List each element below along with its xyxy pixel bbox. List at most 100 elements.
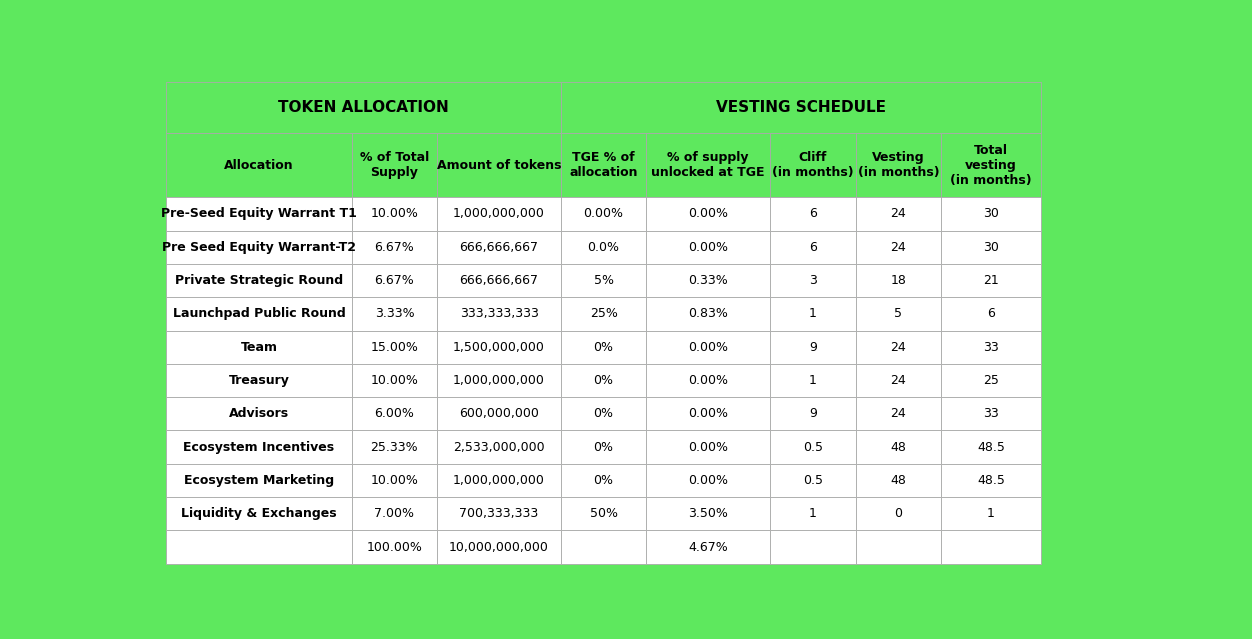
Text: 0.00%: 0.00% xyxy=(689,208,729,220)
Bar xyxy=(855,134,942,197)
Text: 33: 33 xyxy=(983,341,999,353)
Bar xyxy=(561,397,646,431)
Bar xyxy=(942,497,1040,530)
Bar xyxy=(942,431,1040,464)
Text: 3: 3 xyxy=(809,274,816,287)
Bar xyxy=(942,530,1040,564)
Bar xyxy=(561,364,646,397)
Bar xyxy=(352,364,437,397)
Bar xyxy=(942,264,1040,297)
Text: 333,333,333: 333,333,333 xyxy=(459,307,538,320)
Bar xyxy=(167,330,352,364)
Text: 24: 24 xyxy=(890,341,906,353)
Text: 666,666,667: 666,666,667 xyxy=(459,274,538,287)
Text: Advisors: Advisors xyxy=(229,407,289,420)
Text: Cliff
(in months): Cliff (in months) xyxy=(772,151,854,180)
Text: Ecosystem Incentives: Ecosystem Incentives xyxy=(183,441,334,454)
Text: Vesting
(in months): Vesting (in months) xyxy=(858,151,939,180)
Text: 0.5: 0.5 xyxy=(803,441,823,454)
Text: 1: 1 xyxy=(809,507,816,520)
Bar xyxy=(770,197,855,231)
Text: 21: 21 xyxy=(983,274,999,287)
Text: 6.00%: 6.00% xyxy=(374,407,414,420)
Text: 15.00%: 15.00% xyxy=(371,341,418,353)
Text: 10,000,000,000: 10,000,000,000 xyxy=(449,541,548,553)
Text: 100.00%: 100.00% xyxy=(367,541,422,553)
Text: 0.0%: 0.0% xyxy=(587,241,620,254)
Text: 0%: 0% xyxy=(593,341,613,353)
Bar xyxy=(167,197,352,231)
Bar xyxy=(352,134,437,197)
Bar xyxy=(561,330,646,364)
Text: 1,500,000,000: 1,500,000,000 xyxy=(453,341,545,353)
Bar xyxy=(561,431,646,464)
Bar xyxy=(352,431,437,464)
Bar xyxy=(855,297,942,330)
Text: 3.33%: 3.33% xyxy=(374,307,414,320)
Text: 24: 24 xyxy=(890,407,906,420)
Text: Pre-Seed Equity Warrant T1: Pre-Seed Equity Warrant T1 xyxy=(162,208,357,220)
Text: 666,666,667: 666,666,667 xyxy=(459,241,538,254)
Text: 30: 30 xyxy=(983,208,999,220)
Bar xyxy=(352,231,437,264)
Bar xyxy=(770,530,855,564)
Text: 50%: 50% xyxy=(590,507,617,520)
Text: 48: 48 xyxy=(890,474,906,487)
Text: 18: 18 xyxy=(890,274,906,287)
Bar xyxy=(942,197,1040,231)
Bar xyxy=(167,464,352,497)
Bar xyxy=(646,364,770,397)
Text: 0.00%: 0.00% xyxy=(689,441,729,454)
Text: 10.00%: 10.00% xyxy=(371,374,418,387)
Bar xyxy=(770,264,855,297)
Bar xyxy=(437,231,561,264)
Bar xyxy=(646,297,770,330)
Bar xyxy=(437,530,561,564)
Text: 1,000,000,000: 1,000,000,000 xyxy=(453,374,545,387)
Text: 0.33%: 0.33% xyxy=(689,274,729,287)
Bar xyxy=(437,330,561,364)
Bar xyxy=(167,82,561,134)
Bar xyxy=(352,464,437,497)
Bar xyxy=(646,330,770,364)
Bar xyxy=(770,364,855,397)
Bar xyxy=(942,464,1040,497)
Bar xyxy=(646,464,770,497)
Text: 0%: 0% xyxy=(593,407,613,420)
Text: 1: 1 xyxy=(809,374,816,387)
Bar xyxy=(770,497,855,530)
Bar xyxy=(561,82,1040,134)
Text: 0.5: 0.5 xyxy=(803,474,823,487)
Bar xyxy=(942,364,1040,397)
Bar xyxy=(561,497,646,530)
Bar xyxy=(942,397,1040,431)
Text: 24: 24 xyxy=(890,208,906,220)
Bar xyxy=(855,197,942,231)
Bar xyxy=(646,264,770,297)
Text: % of supply
unlocked at TGE: % of supply unlocked at TGE xyxy=(651,151,765,180)
Text: 0%: 0% xyxy=(593,374,613,387)
Text: 6: 6 xyxy=(809,208,816,220)
Bar xyxy=(437,264,561,297)
Text: 33: 33 xyxy=(983,407,999,420)
Text: 24: 24 xyxy=(890,241,906,254)
Text: 30: 30 xyxy=(983,241,999,254)
Text: 4.67%: 4.67% xyxy=(689,541,729,553)
Bar xyxy=(855,431,942,464)
Text: % of Total
Supply: % of Total Supply xyxy=(359,151,429,180)
Text: 0: 0 xyxy=(894,507,903,520)
Bar xyxy=(855,530,942,564)
Bar xyxy=(437,464,561,497)
Text: TOKEN ALLOCATION: TOKEN ALLOCATION xyxy=(278,100,449,115)
Text: Treasury: Treasury xyxy=(228,374,289,387)
Bar xyxy=(770,134,855,197)
Bar xyxy=(352,264,437,297)
Text: Private Strategic Round: Private Strategic Round xyxy=(175,274,343,287)
Bar xyxy=(437,397,561,431)
Bar xyxy=(561,464,646,497)
Bar xyxy=(561,264,646,297)
Bar xyxy=(770,397,855,431)
Text: 10.00%: 10.00% xyxy=(371,208,418,220)
Bar xyxy=(942,231,1040,264)
Bar xyxy=(561,530,646,564)
